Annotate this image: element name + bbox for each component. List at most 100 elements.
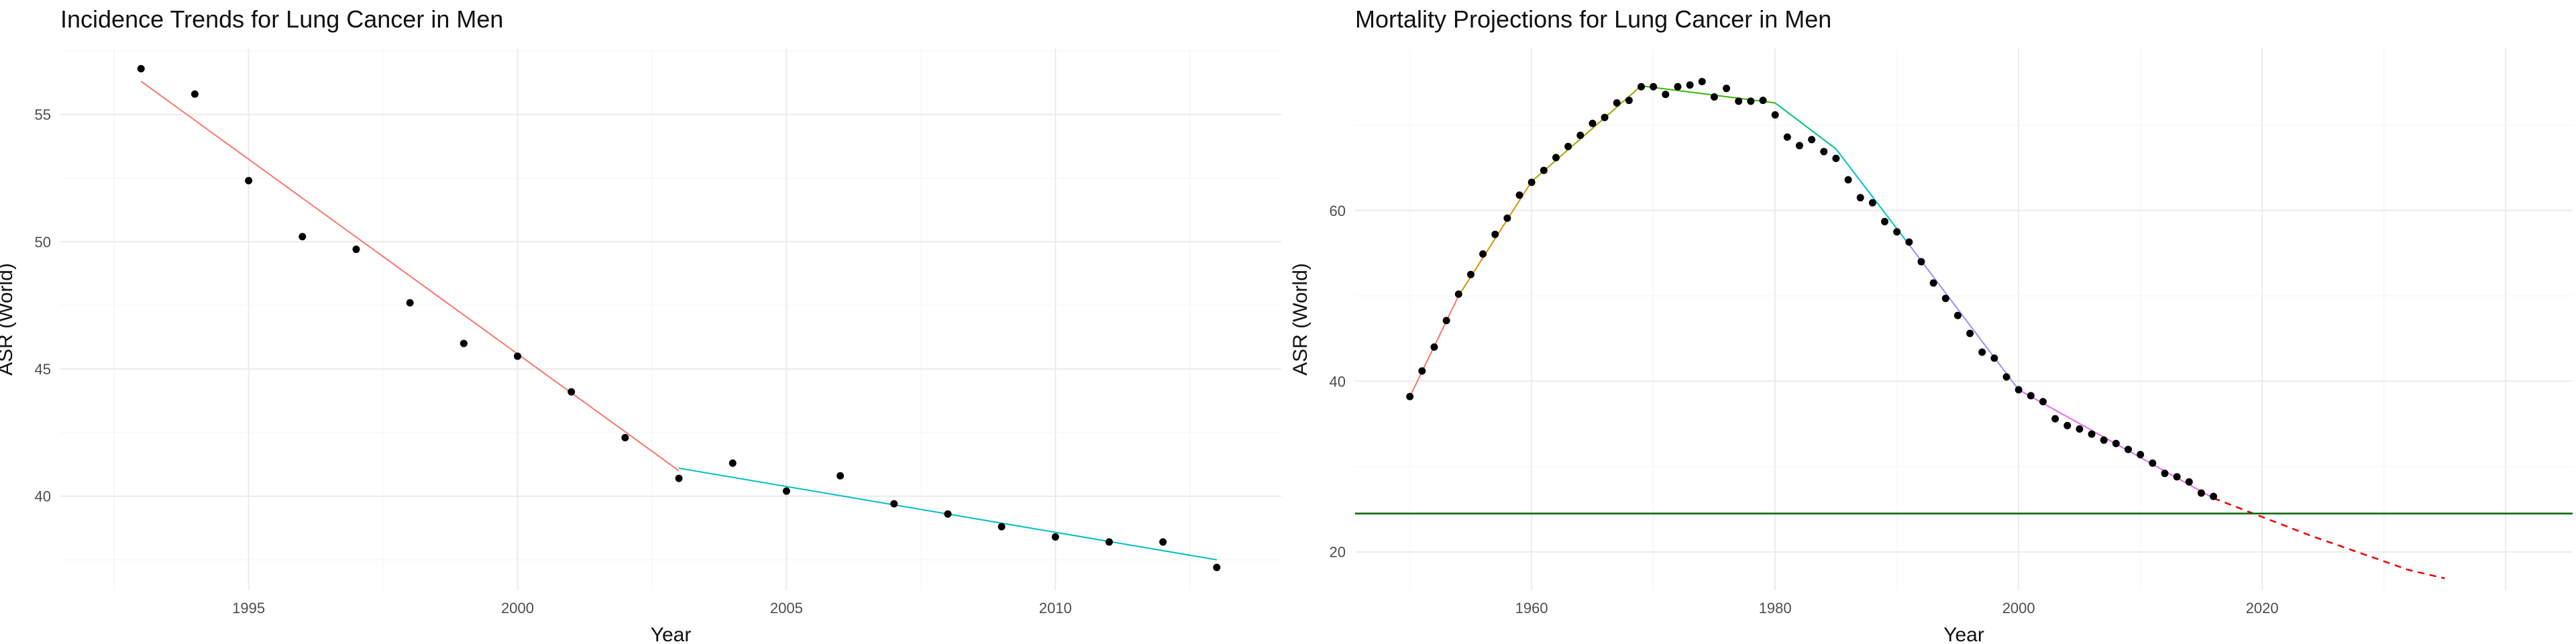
data-point: [1929, 279, 1937, 287]
y-tick-label: 40: [1330, 373, 1346, 390]
data-point: [1051, 533, 1059, 541]
data-point: [1795, 142, 1803, 150]
data-point: [2137, 451, 2145, 459]
data-point: [1418, 367, 1426, 375]
data-point: [1466, 270, 1474, 278]
data-point: [2088, 430, 2096, 438]
mortality-series-line-8: [2213, 497, 2445, 580]
data-point: [460, 339, 468, 347]
data-point: [1674, 83, 1682, 91]
data-point: [1735, 97, 1743, 105]
data-point: [1856, 194, 1864, 202]
data-point: [1893, 228, 1901, 236]
data-point: [1454, 290, 1462, 298]
data-point: [1723, 85, 1731, 93]
data-point: [1905, 238, 1913, 246]
data-point: [1589, 119, 1597, 127]
data-point: [2149, 459, 2157, 467]
x-tick-label: 2020: [2246, 600, 2279, 616]
data-point: [299, 233, 307, 241]
data-point: [1710, 93, 1718, 101]
data-point: [1105, 538, 1113, 546]
data-point: [137, 64, 145, 72]
x-tick-label: 2005: [770, 600, 803, 616]
data-point: [1515, 191, 1523, 199]
data-point: [837, 472, 845, 480]
y-tick-label: 60: [1330, 203, 1346, 219]
data-point: [1406, 392, 1414, 400]
y-axis-title: ASR (World): [0, 263, 17, 376]
data-point: [675, 474, 683, 482]
data-point: [944, 510, 952, 518]
data-point: [1213, 564, 1221, 572]
data-point: [2112, 439, 2120, 447]
data-point: [1540, 166, 1548, 174]
data-point: [191, 90, 199, 98]
data-point: [1686, 81, 1694, 89]
data-point: [1576, 131, 1585, 140]
mortality-series-line-1: [1458, 180, 1533, 297]
data-point: [352, 246, 360, 254]
y-tick-label: 45: [35, 361, 51, 378]
data-point: [406, 299, 414, 307]
x-tick-label: 1980: [1759, 600, 1792, 616]
y-tick-label: 55: [35, 107, 51, 123]
data-point: [1552, 154, 1560, 162]
data-point: [782, 487, 790, 495]
gridlines: [1355, 48, 2573, 590]
data-point: [2161, 470, 2169, 478]
data-point: [1564, 142, 1572, 150]
data-point: [2063, 421, 2072, 429]
data-point: [1662, 91, 1670, 99]
data-point: [2051, 415, 2059, 423]
data-point: [2002, 373, 2010, 381]
data-point: [1941, 294, 1949, 303]
data-point: [1479, 250, 1487, 258]
data-point: [1978, 348, 1986, 356]
data-point: [1881, 217, 1889, 225]
mortality-panel: Mortality Projections for Lung Cancer in…: [1288, 0, 2576, 644]
incidence-panel: Incidence Trends for Lung Cancer in Men …: [0, 5, 1281, 644]
mortality-series-line-4: [1774, 102, 1837, 150]
chart-title: Incidence Trends for Lung Cancer in Men: [60, 5, 504, 33]
incidence-series-line-0: [140, 80, 680, 472]
data-point: [513, 352, 521, 360]
y-tick-label: 40: [35, 488, 51, 505]
data-point: [2125, 445, 2133, 453]
data-point: [998, 523, 1006, 531]
x-tick-label: 1995: [232, 600, 265, 616]
data-point: [2076, 425, 2084, 433]
data-point: [1430, 343, 1438, 351]
x-axis-title: Year: [1943, 624, 1984, 644]
data-point: [890, 500, 898, 508]
data-point: [621, 433, 629, 441]
data-point: [1917, 258, 1925, 266]
data-point: [1650, 83, 1658, 91]
data-point: [1759, 97, 1767, 105]
data-point: [2185, 478, 2193, 486]
gridlines: [60, 48, 1281, 590]
data-point: [1832, 154, 1840, 162]
data-point: [1990, 354, 1998, 362]
y-axis-title: ASR (World): [1289, 263, 1311, 376]
data-point: [729, 459, 737, 467]
data-points: [1406, 78, 2218, 500]
mortality-series-line-2: [1531, 85, 1642, 182]
data-points: [137, 64, 1221, 572]
data-point: [1601, 113, 1609, 121]
data-point: [2015, 386, 2023, 394]
data-point: [1503, 214, 1511, 222]
x-tick-label: 2000: [501, 600, 534, 616]
data-point: [1820, 148, 1828, 156]
data-point: [2039, 398, 2047, 406]
x-tick-label: 2010: [1039, 600, 1072, 616]
data-point: [1966, 329, 1974, 337]
data-point: [1159, 538, 1167, 546]
data-point: [1491, 230, 1499, 238]
data-point: [2210, 492, 2218, 500]
incidence-chart: 1995 2000 2005 2010 40 45 50 55 Year ASR (World): [0, 48, 1281, 644]
data-point: [1844, 176, 1852, 184]
data-point: [2100, 436, 2108, 444]
data-point: [1747, 97, 1755, 105]
